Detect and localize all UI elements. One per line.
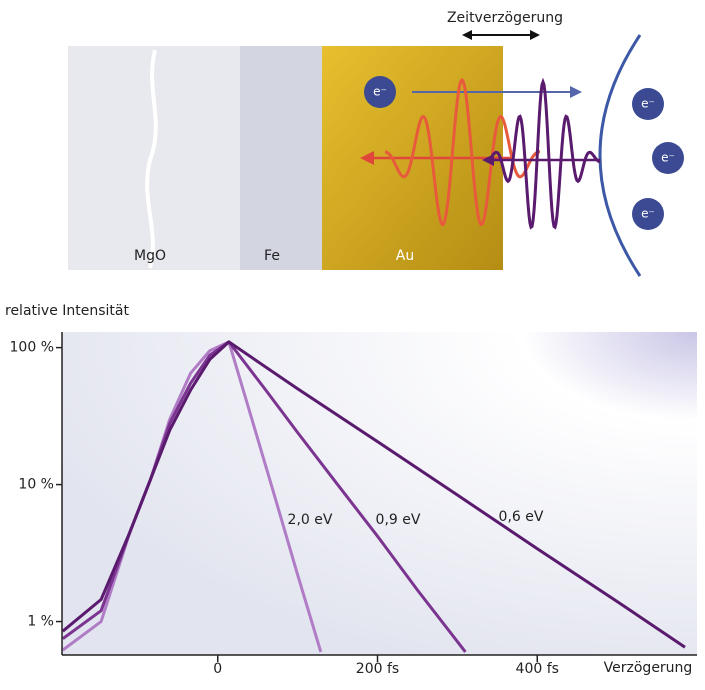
electron <box>652 142 684 174</box>
x-tick-label: 200 fs <box>356 661 399 677</box>
delay-label: Zeitverzögerung <box>447 10 563 26</box>
electron-label: e⁻ <box>641 97 655 111</box>
x-tick-label: 0 <box>213 661 222 677</box>
curve <box>62 340 686 649</box>
layer-label: Au <box>396 248 414 264</box>
pulse-arrow-head <box>360 151 374 165</box>
curve-label: 0,9 eV <box>376 512 421 528</box>
electron-label: e⁻ <box>661 151 675 165</box>
y-axis-label: relative Intensität <box>5 303 129 319</box>
curve-label: 2,0 eV <box>288 512 333 528</box>
electron <box>632 88 664 120</box>
pulse <box>384 77 540 227</box>
y-tick-label: 100 % <box>10 340 54 356</box>
electron <box>364 76 396 108</box>
pulse <box>490 77 601 230</box>
layer-label: Fe <box>264 248 280 264</box>
y-tick-label: 10 % <box>18 477 54 493</box>
fe-layer <box>240 46 322 270</box>
electron-label: e⁻ <box>641 207 655 221</box>
layer-label: MgO <box>134 248 166 264</box>
delay-arrow <box>462 30 540 40</box>
plot-background <box>62 332 697 655</box>
y-tick-label: 1 % <box>27 614 54 630</box>
detector <box>598 34 642 277</box>
curve-label: 0,6 eV <box>499 509 544 525</box>
electron <box>632 198 664 230</box>
x-axis-label: Verzögerung <box>604 660 693 676</box>
electron-label: e⁻ <box>373 85 387 99</box>
mgo-edge <box>145 49 158 269</box>
pulse-arrow-head <box>482 154 494 166</box>
x-tick-label: 400 fs <box>516 661 559 677</box>
